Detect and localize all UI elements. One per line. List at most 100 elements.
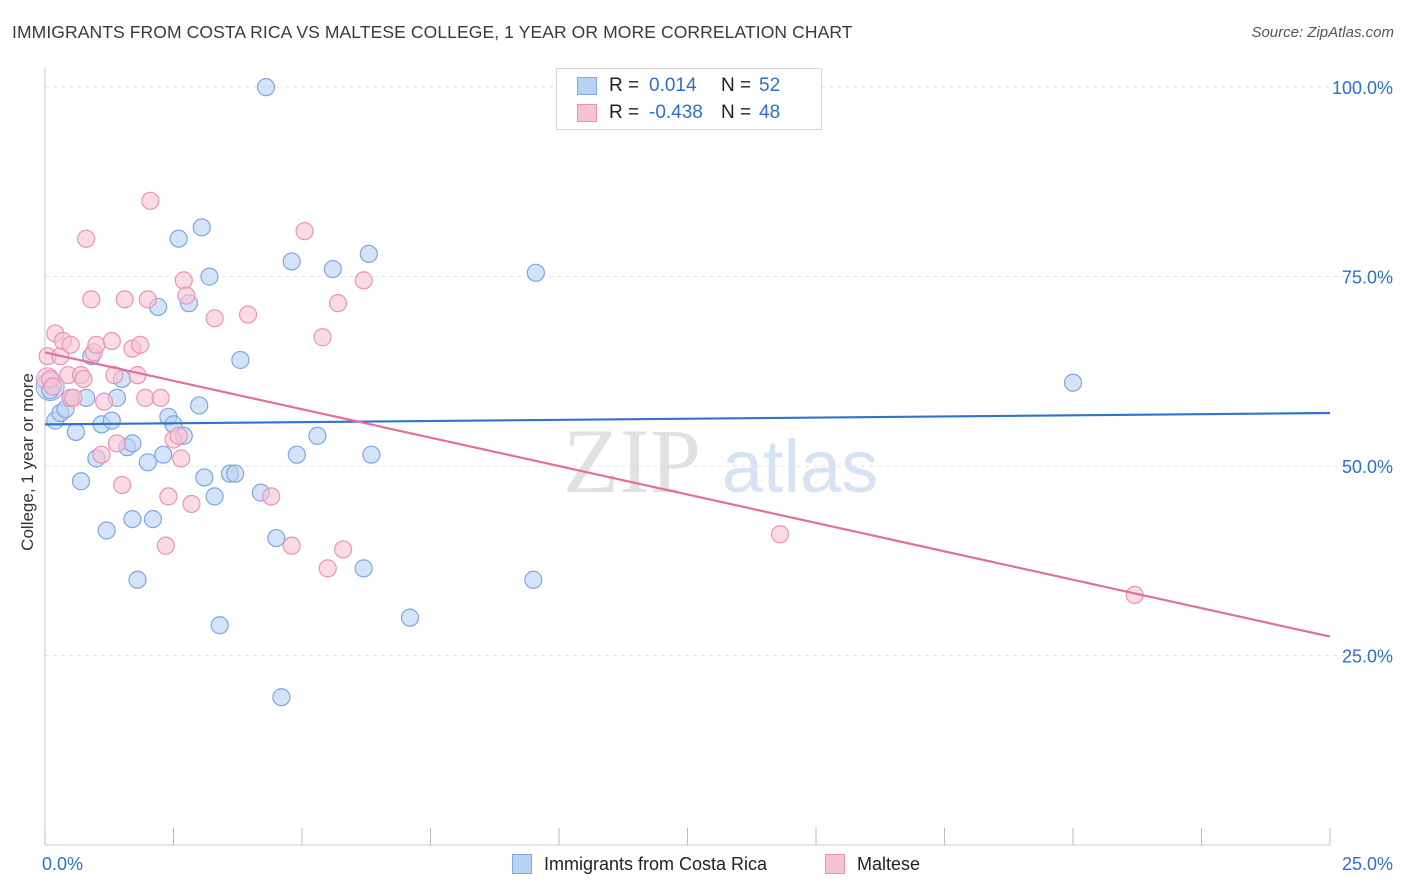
legend-r-label: R = <box>609 75 640 96</box>
point-maltese <box>313 328 332 347</box>
point-maltese <box>87 335 106 354</box>
watermark: ZIP atlas <box>563 410 878 512</box>
point-costa-rica <box>226 464 245 483</box>
stats-legend: R = 0.014 N = 52 R = -0.438 N = 48 <box>556 68 822 130</box>
legend-row-maltese: R = -0.438 N = 48 <box>577 100 780 126</box>
point-maltese <box>159 487 178 506</box>
point-costa-rica <box>169 229 188 248</box>
point-maltese <box>295 222 314 241</box>
point-maltese <box>136 388 155 407</box>
point-costa-rica <box>231 350 250 370</box>
point-maltese <box>174 271 193 290</box>
point-maltese <box>107 434 127 453</box>
point-maltese <box>82 290 101 309</box>
legend-n-value: 48 <box>759 102 781 123</box>
trend-line-costa-rica <box>44 411 1331 426</box>
point-costa-rica <box>308 426 327 445</box>
point-costa-rica <box>323 259 342 279</box>
point-costa-rica <box>123 434 142 453</box>
data-points <box>35 78 1144 707</box>
point-costa-rica <box>195 468 214 487</box>
point-maltese <box>130 335 150 354</box>
legend-r-label: R = <box>609 102 640 123</box>
point-costa-rica <box>190 396 209 415</box>
point-costa-rica <box>526 263 545 282</box>
point-maltese <box>74 369 93 389</box>
point-costa-rica <box>1063 373 1083 392</box>
y-axis-title: College, 1 year or more <box>18 373 37 551</box>
y-tick-label: 25.0% <box>1342 647 1393 667</box>
point-costa-rica <box>272 688 291 707</box>
point-maltese <box>115 290 134 309</box>
point-costa-rica <box>200 267 219 286</box>
x-tick-label-start: 0.0% <box>42 854 83 874</box>
point-maltese <box>182 494 201 514</box>
point-maltese <box>151 388 170 407</box>
point-costa-rica <box>102 411 121 430</box>
point-maltese <box>177 286 196 305</box>
point-maltese <box>112 475 132 495</box>
point-costa-rica <box>205 487 224 506</box>
point-maltese <box>43 377 62 396</box>
point-costa-rica <box>400 608 420 627</box>
point-costa-rica <box>154 445 173 464</box>
point-costa-rica <box>287 445 306 464</box>
bottom-legend-label-costa-rica: Immigrants from Costa Rica <box>544 853 768 874</box>
point-maltese <box>205 309 224 328</box>
point-maltese <box>354 271 373 290</box>
legend-n-label: N = <box>721 102 752 123</box>
point-maltese <box>172 449 191 468</box>
point-costa-rica <box>524 570 543 589</box>
chart-title: IMMIGRANTS FROM COSTA RICA VS MALTESE CO… <box>12 22 853 42</box>
y-tick-label: 50.0% <box>1342 457 1393 477</box>
point-maltese <box>61 335 80 354</box>
point-costa-rica <box>128 570 147 589</box>
point-maltese <box>138 290 157 309</box>
legend-n-label: N = <box>721 75 752 96</box>
legend-swatch-blue <box>577 77 597 95</box>
point-costa-rica <box>66 422 85 442</box>
point-maltese <box>334 540 353 559</box>
point-maltese <box>262 487 281 506</box>
point-costa-rica <box>210 616 229 635</box>
bottom-legend-swatch-blue <box>512 854 532 874</box>
legend-r-value: -0.438 <box>649 102 703 123</box>
gridlines <box>45 86 1392 657</box>
point-costa-rica <box>97 521 116 540</box>
watermark-atlas: atlas <box>722 425 878 508</box>
y-tick-label: 100.0% <box>1332 78 1393 98</box>
point-maltese <box>318 559 337 578</box>
point-maltese <box>156 536 175 555</box>
point-costa-rica <box>192 218 211 237</box>
x-tick-label-end: 25.0% <box>1342 854 1393 874</box>
point-maltese <box>77 229 96 248</box>
bottom-legend-swatch-pink <box>825 854 845 874</box>
point-costa-rica <box>123 510 142 529</box>
point-costa-rica <box>267 528 286 548</box>
bottom-legend-costa-rica: Immigrants from Costa Rica <box>512 852 767 876</box>
source-credit: Source: ZipAtlas.com <box>1251 24 1394 41</box>
point-maltese <box>238 305 258 324</box>
watermark-zip: ZIP <box>563 410 701 512</box>
axes <box>44 68 1331 846</box>
point-maltese <box>328 294 348 313</box>
point-costa-rica <box>256 78 276 97</box>
point-maltese <box>92 445 111 464</box>
tick-labels: 25.0% 50.0% 75.0% 100.0% 0.0% 25.0% <box>42 78 1393 874</box>
point-maltese <box>169 426 188 445</box>
point-maltese <box>95 392 114 411</box>
legend-n-value: 52 <box>759 75 781 96</box>
point-maltese <box>141 191 160 210</box>
point-costa-rica <box>143 510 163 529</box>
point-costa-rica <box>138 453 157 472</box>
point-costa-rica <box>71 472 91 491</box>
point-costa-rica <box>354 559 373 578</box>
point-costa-rica <box>362 445 381 464</box>
point-maltese <box>770 525 790 544</box>
legend-r-value: 0.014 <box>649 75 697 96</box>
point-costa-rica <box>282 252 301 271</box>
point-maltese <box>282 536 301 555</box>
trend-lines <box>44 351 1331 638</box>
bottom-legend-label-maltese: Maltese <box>857 853 921 874</box>
